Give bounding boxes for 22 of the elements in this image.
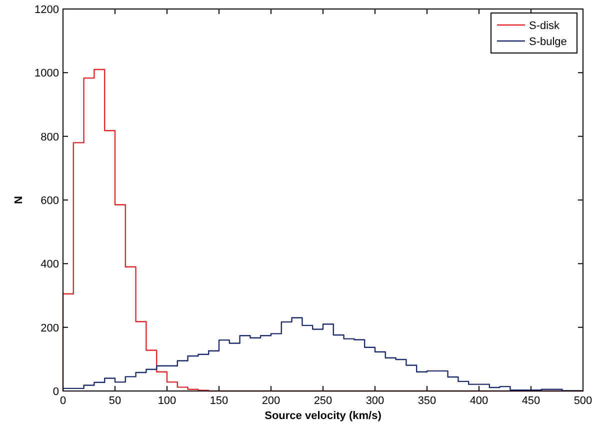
y-tick-label: 400 bbox=[40, 258, 59, 271]
x-tick-label: 300 bbox=[366, 395, 384, 407]
legend-label: S-disk bbox=[529, 20, 560, 32]
x-tick-label: 100 bbox=[158, 395, 176, 407]
y-tick-label: 1000 bbox=[34, 68, 59, 80]
x-tick-label: 0 bbox=[60, 395, 66, 407]
x-tick-label: 400 bbox=[470, 395, 488, 407]
x-tick-label: 350 bbox=[418, 395, 436, 407]
y-tick-label: 1200 bbox=[34, 4, 59, 16]
x-tick-label: 50 bbox=[108, 395, 122, 407]
x-tick-label: 200 bbox=[262, 395, 280, 407]
legend-label: S-bulge bbox=[529, 36, 567, 48]
x-tick-label: 150 bbox=[210, 395, 228, 407]
y-tick-label: 200 bbox=[40, 322, 59, 334]
y-tick-label: 800 bbox=[40, 131, 59, 144]
y-tick-label: 600 bbox=[40, 195, 59, 207]
x-tick-label: 450 bbox=[522, 395, 540, 407]
x-tick-label: 250 bbox=[314, 395, 332, 407]
y-axis-title: N bbox=[13, 196, 25, 204]
x-axis-title: Source velocity (km/s) bbox=[264, 410, 382, 422]
x-tick-label: 500 bbox=[574, 395, 592, 407]
y-tick-label: 0 bbox=[52, 386, 59, 398]
